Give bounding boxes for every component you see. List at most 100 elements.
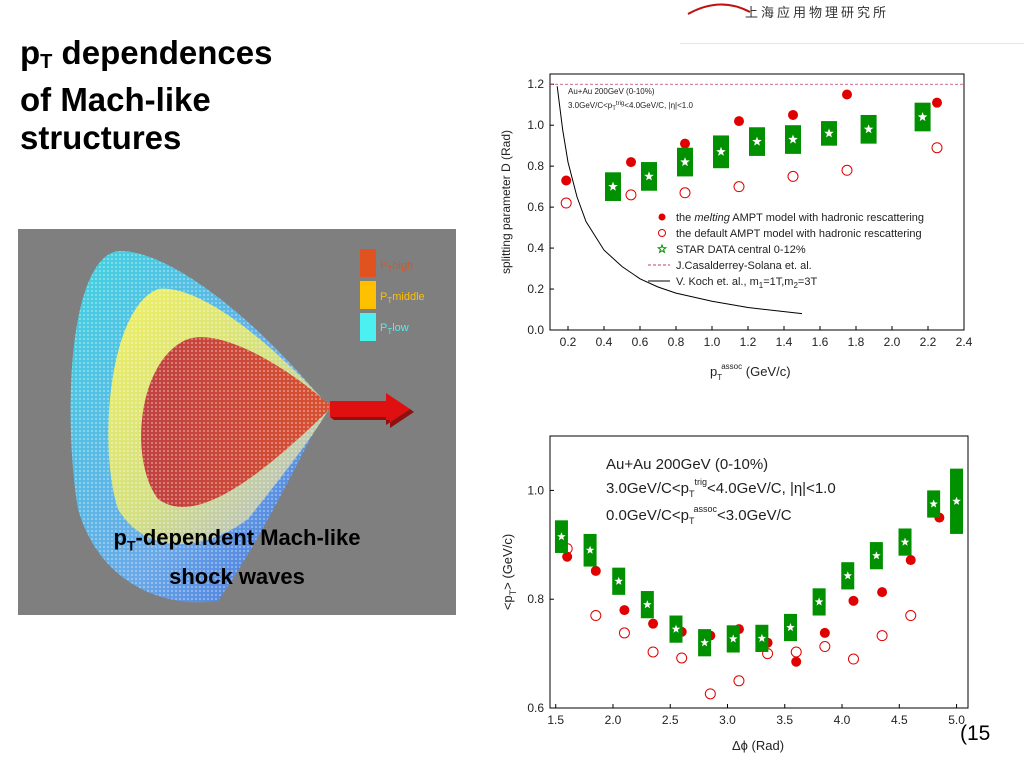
x-tick-label: 2.5 [662,713,679,727]
slide-title: pT dependences of Mach-like structures [20,34,273,156]
y-tick-label: 0.6 [527,701,544,715]
y-tick-label: 0.6 [527,200,544,214]
data-point-star [824,128,834,138]
data-point-default [790,646,802,658]
x-axis-label: Δϕ (Rad) [732,738,784,753]
mean-pt-chart: 1.5 2.0 2.5 3.0 3.5 4.0 4.5 5.0 0.6 0.8 1.0 Au+Au 2… [488,430,988,760]
y-tick-label: 1.2 [527,77,544,91]
data-point-star [814,597,824,606]
data-point-star [614,576,623,585]
data-point-melting [626,157,636,168]
data-point-star [644,171,654,181]
logo-text: 上海应用物理研究所 [745,6,890,21]
x-tick-label: 1.6 [812,335,829,349]
jet-arrow [330,393,414,428]
data-point-star [716,146,726,156]
data-point-melting [905,555,916,566]
figure-legend: PThigh PTmiddle PTlow [360,249,425,341]
y-tick-label: 0.8 [527,159,544,173]
x-tick-label: 2.0 [605,713,622,727]
data-point-melting [648,618,659,629]
plot-frame [549,73,965,331]
x-tick-label: 1.8 [848,335,865,349]
institution-logo [680,3,1024,44]
data-point-melting [848,595,859,606]
data-point-star [929,499,938,508]
data-point-default [733,181,745,193]
data-point-default [931,142,943,154]
y-tick-label: 0.0 [527,323,544,337]
data-point-default [590,610,602,622]
x-tick-label: 4.5 [891,713,908,727]
data-point-star [585,545,595,554]
x-tick-label: 1.5 [547,713,564,727]
legend-marker-star [656,243,668,254]
data-point-melting [932,97,942,108]
x-tick-label: 0.6 [632,335,649,349]
legend-marker-melting [658,213,666,221]
data-point-star [557,532,566,541]
x-tick-label: 1.4 [776,335,793,349]
data-point-star [900,537,910,546]
y-tick-label: 0.8 [527,592,544,606]
data-point-star [700,638,709,647]
figure-caption: pT-dependent Mach-like shock waves [113,525,361,590]
data-point-melting [734,116,744,127]
y-tick-label: 0.4 [527,241,544,255]
mach-cone-figure: PThigh PTmiddle PTlow [18,229,456,615]
legend-casalderrey: J.Casalderrey-Solana et. al. [676,260,812,272]
data-point-melting [877,587,888,598]
data-point-default [876,630,888,642]
page-reference: (15 [960,722,991,745]
data-point-melting [842,89,852,100]
data-point-melting [590,565,601,576]
data-point-star [843,571,852,580]
data-point-melting [619,605,630,616]
x-tick-label: 0.4 [596,335,613,349]
data-point-melting [791,656,802,667]
x-tick-label: 1.2 [740,335,757,349]
x-tick-label: 2.2 [920,335,937,349]
svg-text:PTmiddle: PTmiddle [380,291,425,305]
y-axis-label: <pT> (GeV/c) [500,534,518,610]
y-axis-label: splitting parameter D (Rad) [499,130,513,274]
data-point-star [671,624,681,633]
annotation-line3: 0.0GeV/C<pTassoc<3.0GeV/C [606,504,792,526]
legend-default: the default AMPT model with hadronic res… [676,228,922,240]
data-point-melting [680,138,690,149]
splitting-parameter-chart: 0.2 0.4 0.6 0.8 1.0 1.2 1.4 1.6 1.8 2.0 2.2 2.4 0.0 0… [488,50,988,392]
y-tick-label: 1.0 [527,483,544,497]
data-point-star [872,551,881,560]
y-tick-label: 1.0 [527,118,544,132]
data-point-default [787,170,799,182]
data-point-default [841,164,853,176]
legend-melting: the melting AMPT model with hadronic res… [676,212,924,224]
legend-koch: V. Koch et. al., m1=1T,m2=3T [676,276,817,290]
data-point-star [752,136,762,146]
legend-star-data: STAR DATA central 0-12% [676,244,806,256]
x-axis-label: pTassoc (GeV/c) [710,362,791,382]
data-point-star [952,496,961,505]
svg-text:PTlow: PTlow [380,322,409,336]
x-tick-label: 0.8 [668,335,685,349]
plot-frame [549,435,969,709]
annotation-line2: 3.0GeV/C<pTtrig<4.0GeV/C, |η|<1.0 [606,477,836,499]
data-point-melting [819,627,830,638]
x-tick-label: 5.0 [948,713,965,727]
svg-text:PThigh: PThigh [380,260,413,274]
x-tick-label: 0.2 [560,335,577,349]
data-point-melting [561,175,572,186]
data-point-default [679,187,691,199]
data-point-star [786,623,795,632]
data-point-melting [788,109,798,120]
data-point-default [847,653,859,665]
data-point-star [863,124,874,134]
data-point-default [618,627,630,639]
x-tick-label: 2.4 [956,335,973,349]
data-point-star [680,157,690,167]
data-point-default [733,675,745,687]
data-point-default [905,610,917,622]
data-point-default [560,197,572,209]
data-point-default [819,641,831,653]
x-tick-label: 3.5 [776,713,793,727]
